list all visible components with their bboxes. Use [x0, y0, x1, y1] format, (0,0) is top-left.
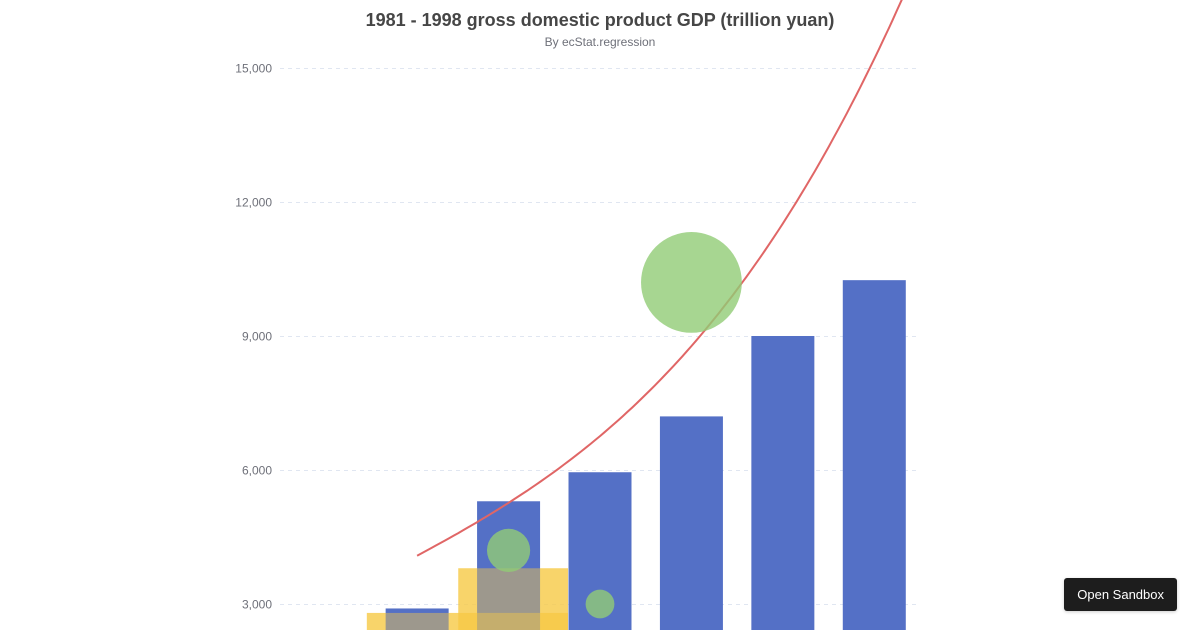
bar-6 [751, 336, 815, 630]
chart-subtitle: By ecStat.regression [545, 35, 656, 49]
regression-line-path [416, 0, 903, 557]
y-tick-label-9000: 9,000 [242, 330, 272, 344]
range-bar-overlay-1 [366, 612, 568, 630]
bar-2 [385, 608, 449, 630]
y-tick-label-15000: 15,000 [235, 62, 272, 76]
y-tick-label-3000: 3,000 [242, 598, 272, 612]
bubble-point-2 [585, 589, 615, 619]
chart-title: 1981 - 1998 gross domestic product GDP (… [366, 10, 835, 30]
bubble-point-3 [641, 232, 742, 333]
range-bar-overlay-2 [458, 568, 568, 630]
bubble-series [486, 232, 742, 619]
y-tick-label-12000: 12,000 [235, 196, 272, 210]
bubble-point-1 [486, 528, 531, 573]
open-sandbox-button[interactable]: Open Sandbox [1064, 578, 1177, 611]
bar-7 [842, 280, 906, 630]
regression-line [416, 0, 903, 557]
bar-5 [659, 416, 723, 630]
y-tick-label-6000: 6,000 [242, 464, 272, 478]
range-bars-overlay [366, 568, 568, 630]
y-axis-tick-labels: 3,000 6,000 9,000 12,000 15,000 [235, 62, 272, 612]
